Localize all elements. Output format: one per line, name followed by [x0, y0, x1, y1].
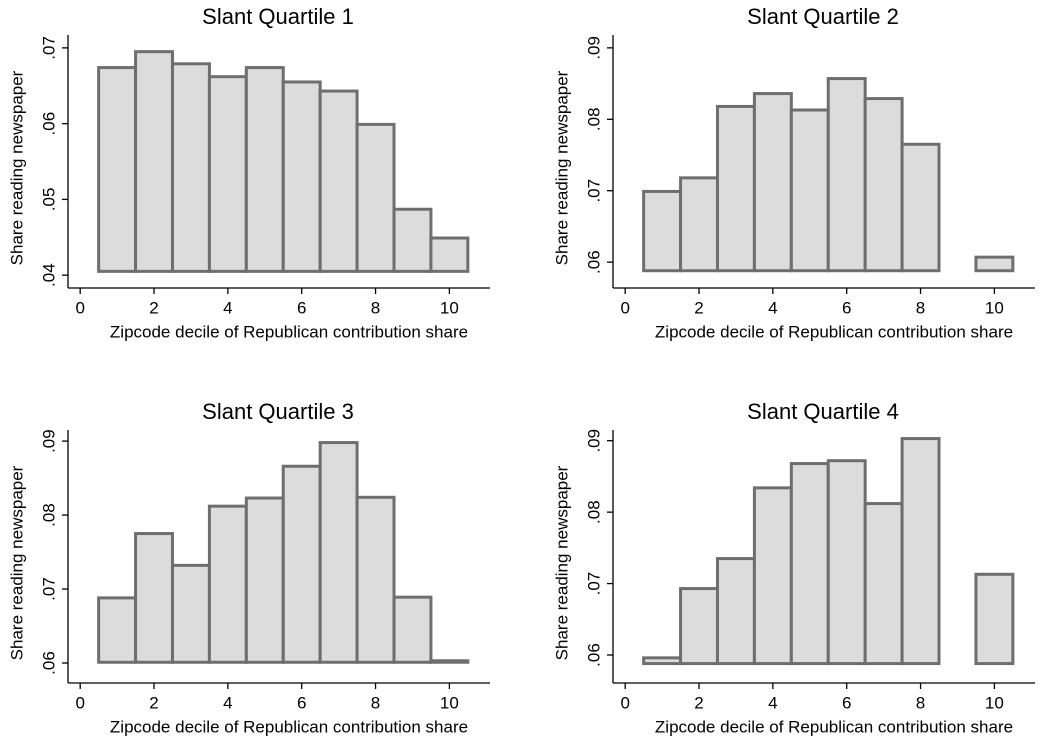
x-tick-label: 2 [694, 693, 703, 712]
x-tick-label: 2 [694, 298, 703, 317]
chart-title: Slant Quartile 4 [747, 399, 899, 424]
x-tick-label: 0 [620, 693, 629, 712]
y-axis-label: Share reading newspaper [7, 465, 26, 660]
bar [974, 572, 1015, 666]
y-tick-label: .07 [584, 572, 603, 596]
bar [715, 104, 756, 273]
chart-title: Slant Quartile 1 [202, 4, 354, 29]
bar [392, 595, 433, 664]
y-tick-label: .09 [584, 36, 603, 60]
bar [318, 441, 359, 664]
bar [355, 122, 396, 273]
bar [715, 557, 756, 666]
x-axis-label: Zipcode decile of Republican contributio… [110, 322, 468, 341]
y-tick-label: .07 [584, 179, 603, 203]
x-tick-label: 2 [149, 693, 158, 712]
bar [207, 504, 248, 664]
bar [752, 92, 793, 273]
y-tick-label: .08 [584, 500, 603, 524]
bar [355, 495, 396, 664]
bar [97, 66, 138, 273]
bar [863, 502, 904, 666]
bar [318, 89, 359, 273]
x-tick-label: 10 [985, 693, 1004, 712]
y-tick-label: .07 [39, 36, 58, 60]
x-axis-label: Zipcode decile of Republican contributio… [110, 717, 468, 736]
x-tick-label: 0 [620, 298, 629, 317]
bar [826, 77, 867, 273]
bar [863, 97, 904, 273]
bar [97, 596, 138, 664]
chart-title: Slant Quartile 2 [747, 4, 899, 29]
x-tick-label: 8 [371, 693, 380, 712]
x-tick-label: 8 [916, 298, 925, 317]
x-tick-label: 6 [297, 693, 306, 712]
x-tick-label: 6 [297, 298, 306, 317]
x-tick-label: 8 [371, 298, 380, 317]
bar [170, 563, 211, 664]
x-tick-label: 8 [916, 693, 925, 712]
x-tick-label: 10 [985, 298, 1004, 317]
x-tick-label: 4 [223, 298, 232, 317]
y-tick-label: .08 [584, 107, 603, 131]
bar [429, 236, 470, 273]
bar [900, 142, 941, 273]
bar [900, 437, 941, 666]
y-axis-label: Share reading newspaper [552, 70, 571, 265]
x-axis-label: Zipcode decile of Republican contributio… [655, 717, 1013, 736]
y-tick-label: .07 [39, 577, 58, 601]
y-axis-label: Share reading newspaper [552, 465, 571, 660]
x-tick-label: 0 [75, 298, 84, 317]
bar [974, 255, 1015, 273]
bar [392, 207, 433, 273]
bar [281, 80, 322, 273]
bar [679, 176, 719, 273]
x-tick-label: 10 [440, 693, 459, 712]
x-tick-label: 6 [842, 693, 851, 712]
y-tick-label: .06 [39, 651, 58, 675]
y-tick-label: .06 [584, 250, 603, 274]
bar [170, 62, 211, 273]
bar [789, 108, 830, 273]
y-tick-label: .04 [39, 263, 58, 287]
x-axis-label: Zipcode decile of Republican contributio… [655, 322, 1013, 341]
y-tick-label: .08 [39, 503, 58, 527]
bar [752, 486, 793, 666]
bar [207, 75, 248, 273]
bar [679, 587, 719, 666]
x-tick-label: 2 [149, 298, 158, 317]
bar [642, 656, 683, 666]
y-tick-label: .09 [39, 429, 58, 453]
y-tick-label: .06 [39, 112, 58, 136]
x-tick-label: 4 [768, 298, 777, 317]
x-tick-label: 0 [75, 693, 84, 712]
bar [429, 659, 470, 664]
bar [642, 189, 683, 273]
x-tick-label: 4 [768, 693, 777, 712]
bar [134, 532, 174, 664]
bar [244, 496, 285, 664]
bar [134, 50, 174, 273]
bar [281, 464, 322, 664]
x-tick-label: 10 [440, 298, 459, 317]
y-axis-label: Share reading newspaper [7, 70, 26, 265]
y-tick-label: .09 [584, 429, 603, 453]
bar [826, 459, 867, 666]
y-tick-label: .05 [39, 188, 58, 212]
x-tick-label: 4 [223, 693, 232, 712]
y-tick-label: .06 [584, 643, 603, 667]
chart-title: Slant Quartile 3 [202, 399, 354, 424]
x-tick-label: 6 [842, 298, 851, 317]
bar [244, 66, 285, 273]
bar [789, 462, 830, 666]
